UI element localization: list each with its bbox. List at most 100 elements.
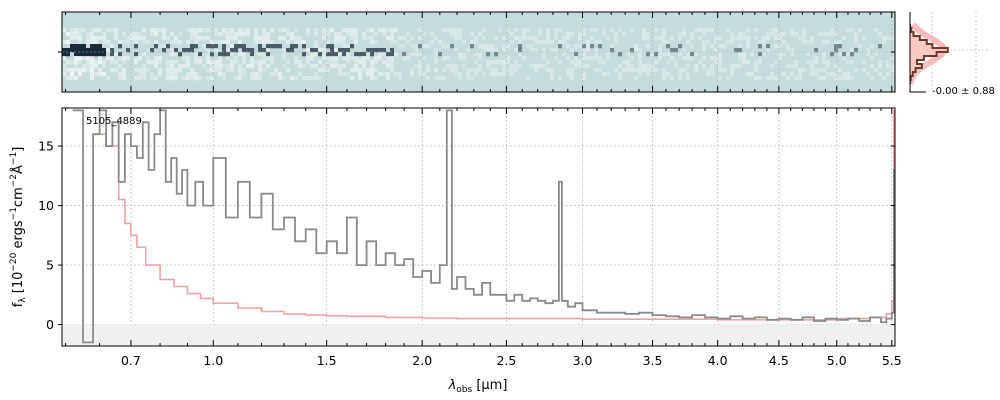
x-axis-label-symbol: λ <box>448 378 457 393</box>
spectrum2d-cell <box>694 52 698 57</box>
spectrum2d-cell <box>214 64 218 69</box>
spectrum2d-cell <box>122 32 126 37</box>
spectrum2d-cell <box>78 52 82 57</box>
spectrum2d-cell <box>742 36 746 41</box>
spectrum2d-cell <box>838 68 842 73</box>
spectrum2d-cell <box>170 48 174 53</box>
spectrum2d-cell <box>146 56 150 61</box>
spectrum2d-cell <box>338 48 342 53</box>
spectrum2d-cell <box>490 48 494 53</box>
spectrum2d-cell <box>578 32 582 37</box>
spectrum2d-cell <box>206 44 210 49</box>
spectrum2d-cell <box>674 64 678 69</box>
x-tick-label: 2.5 <box>496 353 516 368</box>
spectrum2d-cell <box>226 32 230 37</box>
spectrum2d-cell <box>730 68 734 73</box>
spectrum2d-cell <box>634 76 638 81</box>
spectrum2d-cell <box>526 76 530 81</box>
spectrum2d-cell <box>582 44 586 49</box>
spectrum2d-cell <box>514 36 518 41</box>
spectrum2d-cell <box>270 72 274 77</box>
spectrum2d-cell <box>266 32 270 37</box>
spectrum2d-cell <box>882 76 886 81</box>
spectrum2d-cell <box>186 72 190 77</box>
spectrum2d-cell <box>202 64 206 69</box>
spectrum2d-cell <box>94 36 98 41</box>
spectrum2d-cell <box>154 76 158 81</box>
spectrum2d-cell <box>262 40 266 45</box>
spectrum2d-cell <box>142 68 146 73</box>
spectrum2d-cell <box>362 36 366 41</box>
spectrum2d-cell <box>470 76 474 81</box>
spectrum2d-cell <box>478 68 482 73</box>
spectrum2d-cell <box>214 32 218 37</box>
spectrum2d-cell <box>718 36 722 41</box>
spectrum2d-cell <box>174 60 178 65</box>
spectrum2d-cell <box>878 60 882 65</box>
spectrum2d-cell <box>530 48 534 53</box>
spectrum2d-cell <box>810 40 814 45</box>
spectrum2d-cell <box>574 64 578 69</box>
spectrum2d-cell <box>74 36 78 41</box>
spectrum2d-cell <box>586 56 590 61</box>
spectrum2d-cell <box>286 68 290 73</box>
spectrum2d-cell <box>334 48 338 53</box>
spectrum2d-cell <box>138 72 142 77</box>
spectrum2d-cell <box>438 76 442 81</box>
spectrum2d-cell <box>90 64 94 69</box>
spectrum2d-cell <box>382 52 386 57</box>
spectrum2d-cell <box>262 48 266 53</box>
spectrum2d-cell <box>250 72 254 77</box>
spectrum2d-cell <box>542 64 546 69</box>
spectrum2d-cell <box>858 44 862 49</box>
spectrum2d-cell <box>790 72 794 77</box>
spectrum2d-cell <box>850 76 854 81</box>
spectrum2d-cell <box>510 64 514 69</box>
spectrum2d-cell <box>138 36 142 41</box>
spectrum2d-cell <box>262 28 266 33</box>
spectrum2d-cell <box>74 56 78 61</box>
spectrum2d-cell <box>710 72 714 77</box>
spectrum2d-cell <box>802 40 806 45</box>
spectrum2d-cell <box>746 60 750 65</box>
spectrum2d-cell <box>454 68 458 73</box>
spectrum2d-cell <box>594 68 598 73</box>
spectrum2d-cell <box>554 32 558 37</box>
spectrum2d-cell <box>702 44 706 49</box>
spectrum2d-cell <box>486 64 490 69</box>
spectrum2d-cell <box>490 60 494 65</box>
spectrum2d-cell <box>326 52 330 57</box>
spectrum2d-cell <box>238 72 242 77</box>
spectrum2d-cell <box>86 64 90 69</box>
spectrum2d-cell <box>730 64 734 69</box>
spectrum2d-cell <box>66 52 70 57</box>
spectrum2d-cell <box>670 76 674 81</box>
spectrum2d-cell <box>442 28 446 33</box>
spectrum2d-cell <box>94 28 98 33</box>
spectrum2d-cell <box>822 68 826 73</box>
spectrum2d-cell <box>426 44 430 49</box>
spectrum2d-cell <box>130 32 134 37</box>
spectrum2d-cell <box>518 36 522 41</box>
spectrum2d-cell <box>258 44 262 49</box>
spectrum2d-cell <box>122 72 126 77</box>
spectrum2d-cell <box>210 76 214 81</box>
spectrum2d-cell <box>78 28 82 33</box>
spectrum2d-cell <box>466 72 470 77</box>
spectrum2d-cell <box>354 60 358 65</box>
spectrum2d-cell <box>454 28 458 33</box>
spectrum2d-cell <box>178 40 182 45</box>
spectrum2d-cell <box>306 60 310 65</box>
spectrum2d-cell <box>230 52 234 57</box>
spectrum2d-cell <box>638 64 642 69</box>
spectrum2d-cell <box>522 32 526 37</box>
spectrum2d-cell <box>90 44 94 49</box>
spectrum2d-cell <box>258 48 262 53</box>
spectrum2d-cell <box>578 36 582 41</box>
spectrum2d-cell <box>86 40 90 45</box>
spectrum2d-cell <box>602 32 606 37</box>
spectrum2d-cell <box>66 68 70 73</box>
spectrum2d-cell <box>266 48 270 53</box>
spectrum2d-cell <box>846 76 850 81</box>
spectrum2d-cell <box>490 44 494 49</box>
